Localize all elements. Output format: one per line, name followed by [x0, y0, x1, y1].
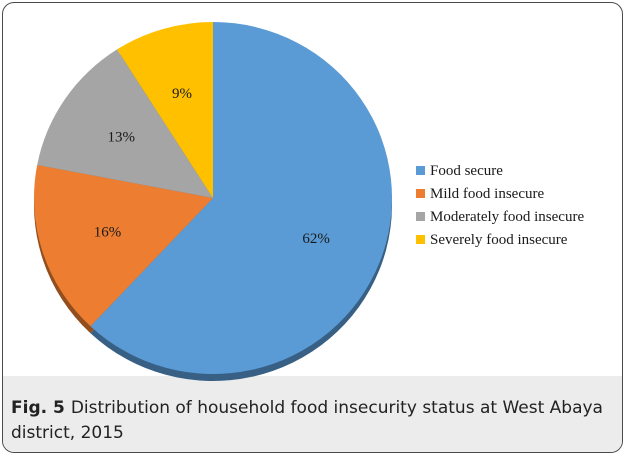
- legend-label-severely-food-insecure: Severely food insecure: [430, 232, 568, 248]
- legend-label-food-secure: Food secure: [430, 163, 503, 179]
- pie-slice-mild-food-insecure: [34, 165, 213, 327]
- pie-slice-food-secure: [90, 22, 392, 374]
- pie-data-labels: 62% 16% 13% 9%: [94, 86, 330, 247]
- legend-swatch-moderately-food-insecure: [416, 212, 425, 221]
- data-label-moderately-food-insecure: 13%: [107, 130, 135, 146]
- caption-text: Distribution of household food insecurit…: [11, 398, 603, 443]
- legend-swatch-severely-food-insecure: [416, 235, 425, 244]
- pie-slices: [34, 22, 392, 374]
- data-label-mild-food-insecure: 16%: [94, 225, 122, 241]
- data-label-food-secure: 62%: [302, 231, 330, 247]
- data-label-severely-food-insecure: 9%: [172, 86, 192, 102]
- caption-band: [3, 376, 622, 452]
- chart-legend: Food secure Mild food insecure Moderately …: [416, 163, 584, 248]
- legend-label-moderately-food-insecure: Moderately food insecure: [430, 209, 584, 225]
- legend-swatch-food-secure: [416, 166, 425, 175]
- pie-slice-severely-food-insecure: [117, 22, 213, 198]
- legend-swatch-mild-food-insecure: [416, 189, 425, 198]
- figure-label: Fig. 5: [11, 398, 65, 418]
- legend-label-mild-food-insecure: Mild food insecure: [430, 186, 544, 202]
- figure-frame: Fig. 5 Distribution of household food ins…: [2, 2, 623, 453]
- figure-caption: Fig. 5 Distribution of household food ins…: [11, 396, 621, 446]
- pie-slice-moderately-food-insecure: [37, 49, 214, 198]
